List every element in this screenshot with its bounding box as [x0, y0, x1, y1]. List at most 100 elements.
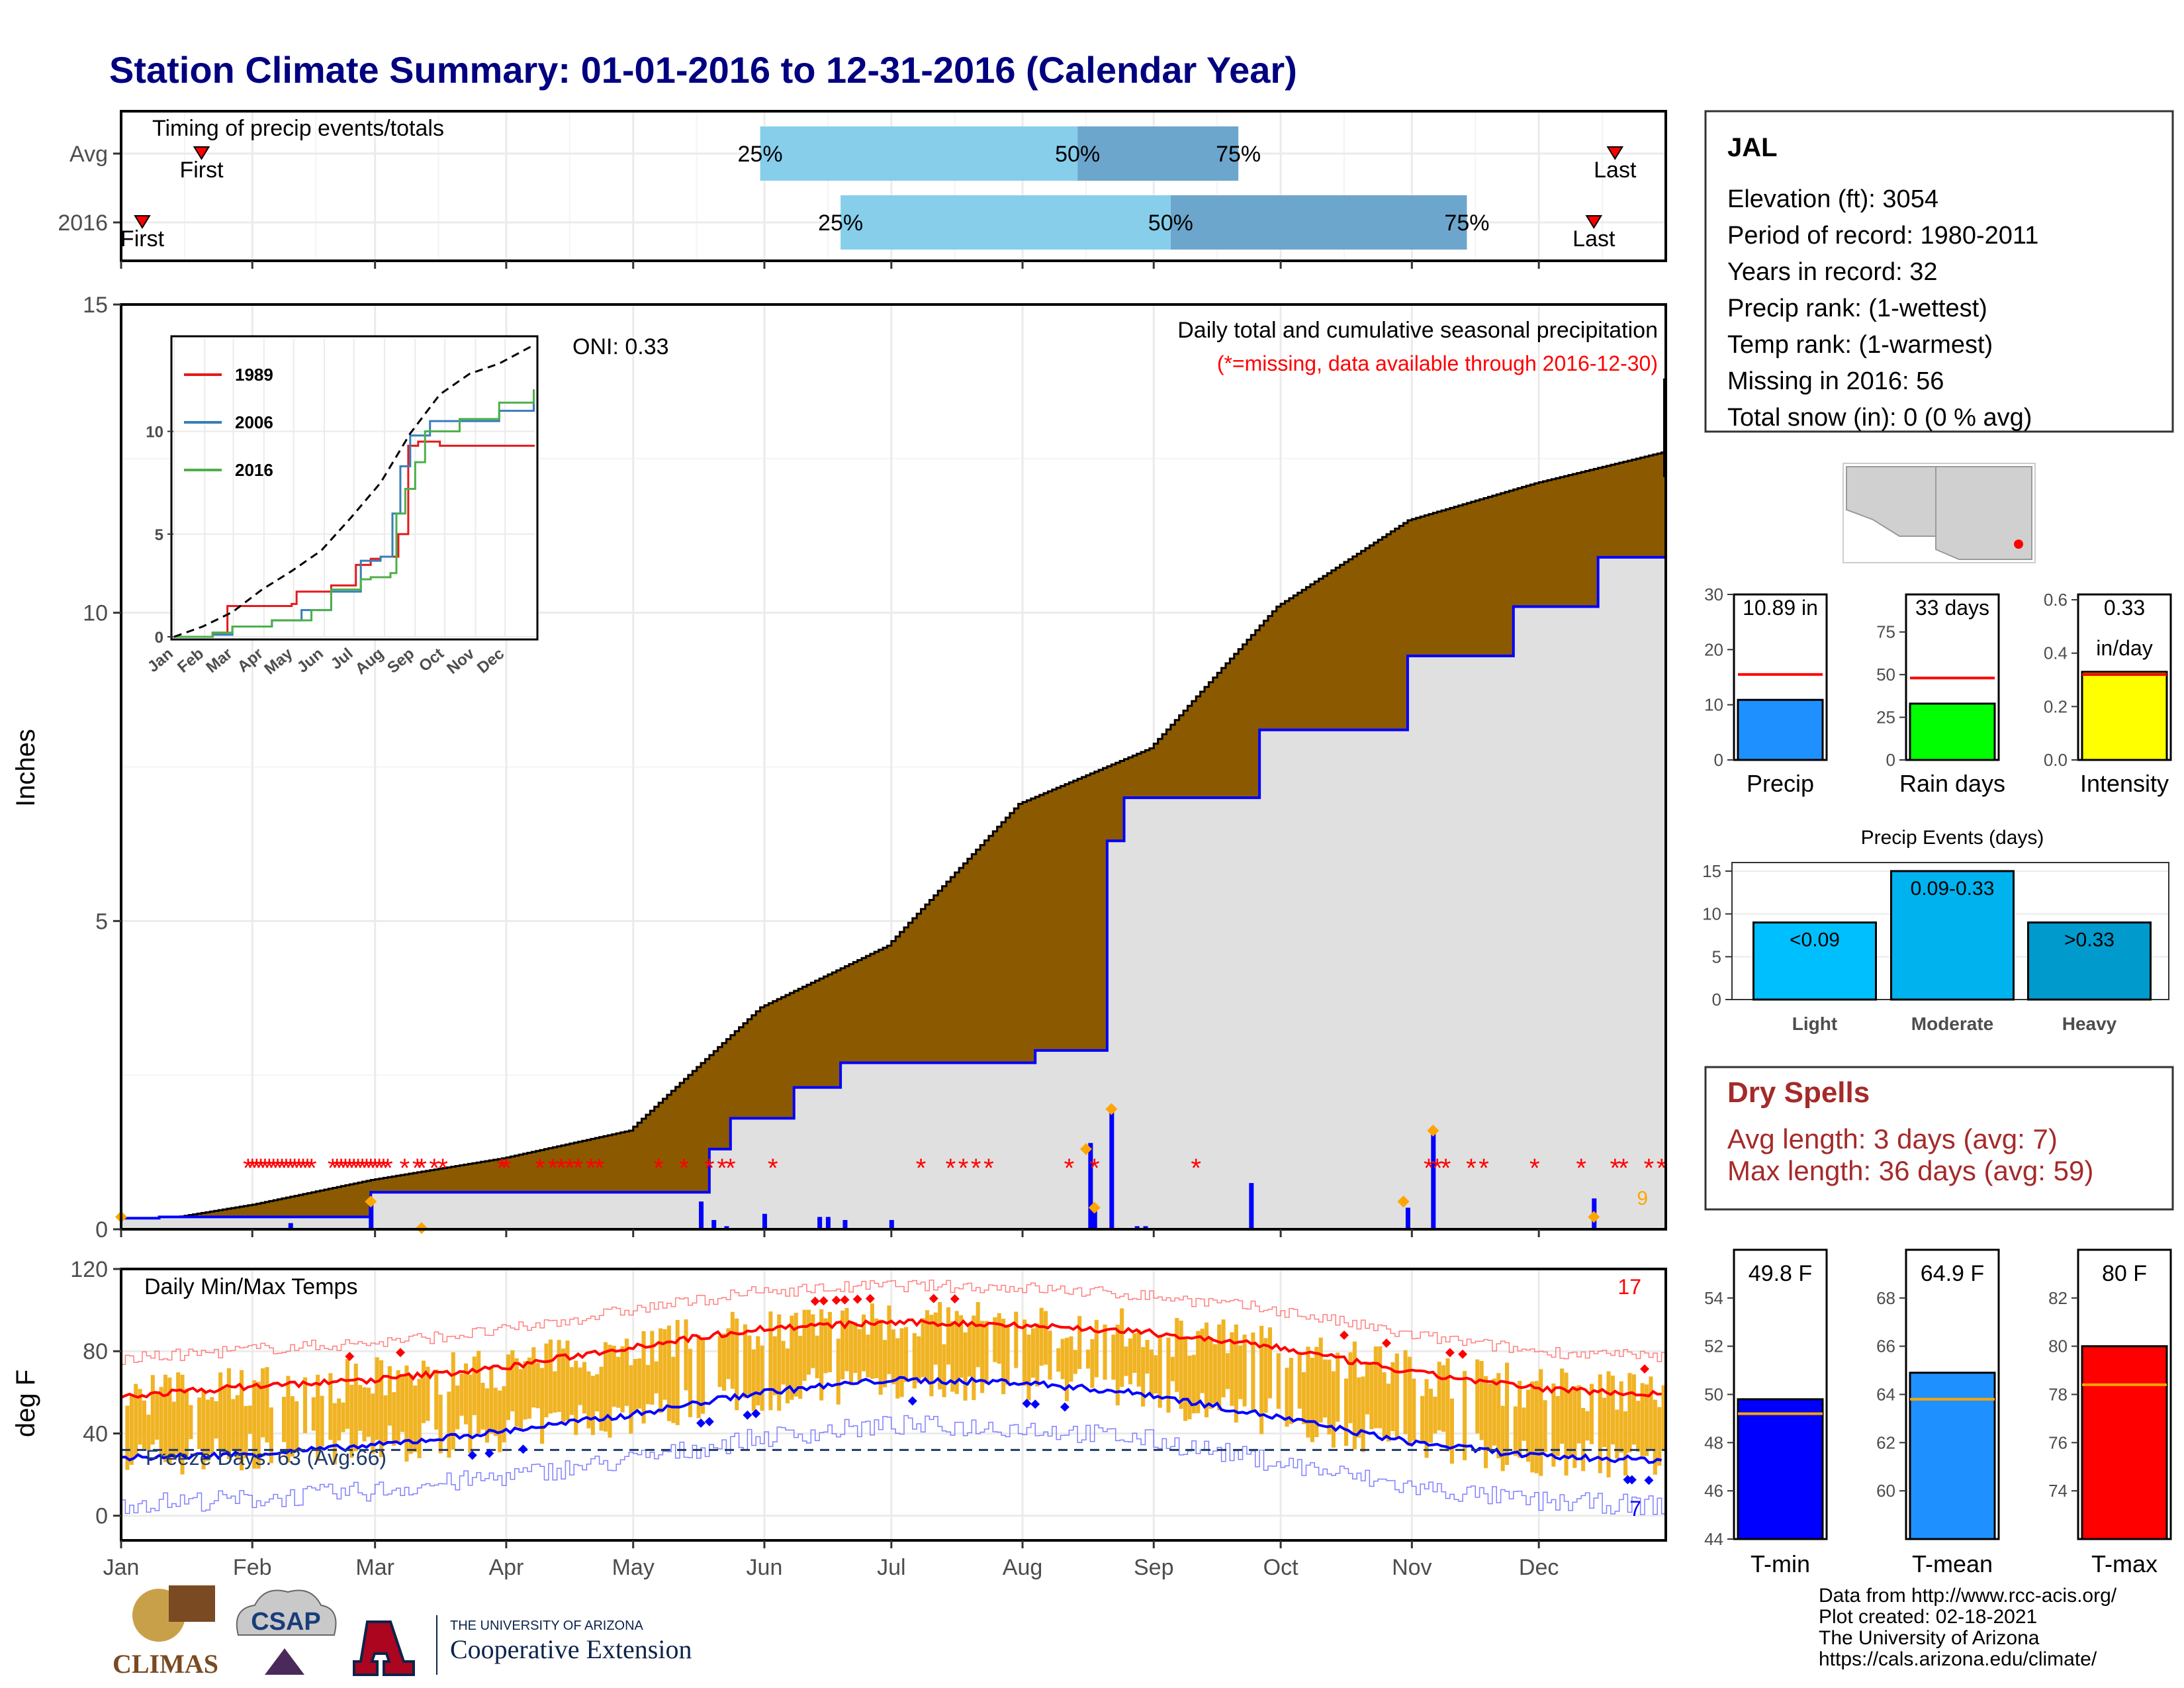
precip-count-label: 9	[1637, 1188, 1648, 1209]
daily-temp-bar	[477, 1350, 481, 1434]
daily-temp-bar	[1525, 1389, 1531, 1462]
timing-last-label: Last	[1572, 226, 1615, 252]
daily-temp-bar	[125, 1405, 130, 1470]
daily-temp-bar	[142, 1400, 147, 1449]
missing-data-marker: *	[306, 1154, 317, 1183]
daily-temp-bar	[1030, 1328, 1035, 1378]
daily-temp-bar	[972, 1315, 976, 1400]
daily-temp-bar	[286, 1376, 291, 1463]
daily-temp-bar	[261, 1368, 265, 1438]
daily-temp-bar	[878, 1319, 883, 1395]
daily-temp-bar	[1437, 1362, 1441, 1430]
record-high-marker	[950, 1294, 960, 1304]
month-tick-label: Dec	[1519, 1555, 1559, 1580]
daily-temp-bar	[387, 1366, 392, 1426]
missing-data-marker: *	[556, 1154, 567, 1183]
daily-temp-bar	[332, 1403, 337, 1465]
oni-label: ONI: 0.33	[572, 334, 669, 359]
inset-month-label: Dec	[474, 645, 508, 677]
events-bar	[1752, 921, 1877, 1001]
daily-temp-bar	[1661, 1385, 1666, 1450]
daily-temp-bar	[785, 1348, 790, 1403]
daily-temp-bar	[1048, 1331, 1052, 1380]
temp-chart-ytick-label: 44	[1704, 1529, 1723, 1549]
daily-temp-bar	[146, 1415, 151, 1450]
inset-series-line-2016	[174, 389, 535, 638]
events-ytick-label: 0	[1712, 990, 1721, 1009]
daily-temp-bar	[1606, 1371, 1611, 1477]
daily-temp-bar	[1208, 1337, 1213, 1409]
missing-data-marker: *	[1191, 1154, 1201, 1183]
temperature-bar-charts: 49.8 F 44 46 48 50 52 54 T-min 64.9 F 60 62 64 66 68 T…	[1704, 1248, 2172, 1577]
daily-temp-bar	[514, 1358, 519, 1427]
daily-temp-bar	[328, 1373, 333, 1440]
missing-data-marker: *	[294, 1154, 304, 1183]
daily-temp-bar	[489, 1366, 494, 1434]
missing-data-marker: *	[361, 1154, 372, 1183]
daily-temp-bar	[844, 1307, 849, 1372]
daily-temp-bar	[1365, 1363, 1370, 1415]
daily-temp-bar	[1196, 1331, 1201, 1413]
new-mexico-shape	[1935, 466, 2032, 560]
missing-data-marker: *	[1479, 1154, 1489, 1183]
inset-month-label: Nov	[443, 644, 478, 677]
missing-data-marker: *	[345, 1154, 355, 1183]
daily-temp-bar	[256, 1382, 261, 1469]
daily-precip-bar	[288, 1223, 293, 1229]
mini-chart-bar	[1737, 698, 1824, 761]
missing-data-marker: *	[586, 1154, 596, 1183]
daily-temp-bar	[1145, 1340, 1150, 1374]
mini-chart-bar	[2081, 671, 2168, 761]
daily-temp-bar	[959, 1315, 964, 1378]
daily-temp-bar	[862, 1314, 866, 1372]
daily-temp-bar	[1496, 1373, 1501, 1459]
daily-temp-bar	[244, 1405, 248, 1458]
daily-temp-bar	[383, 1395, 388, 1445]
daily-temp-bar	[802, 1309, 807, 1382]
daily-temp-bar	[806, 1309, 811, 1375]
missing-data-marker: *	[1610, 1154, 1620, 1183]
inset-month-label: Jul	[328, 645, 357, 673]
inset-month-label: May	[261, 644, 296, 678]
daily-temp-bar	[895, 1338, 900, 1399]
daily-temp-bar	[408, 1374, 413, 1454]
missing-data-marker: *	[289, 1154, 300, 1183]
daily-temp-bar	[1412, 1378, 1416, 1441]
daily-temp-bar	[1576, 1385, 1581, 1444]
temp-chart-value-label: 64.9 F	[1921, 1261, 1984, 1286]
daily-temp-bar	[150, 1375, 155, 1445]
mini-chart-ytick-label: 0	[1886, 750, 1895, 770]
timing-last-label: Last	[1594, 158, 1637, 183]
timing-q25-label: 25%	[738, 142, 783, 167]
missing-data-marker: *	[768, 1154, 778, 1183]
record-low-marker	[484, 1448, 494, 1458]
daily-precip-bar	[369, 1204, 374, 1229]
temp-chart-ytick-label: 46	[1704, 1481, 1723, 1501]
daily-temp-bar	[1276, 1353, 1281, 1409]
daily-temp-bar	[921, 1318, 925, 1378]
daily-temp-bar	[1623, 1411, 1628, 1476]
missing-data-marker: *	[565, 1154, 575, 1183]
daily-temp-bar	[1044, 1311, 1048, 1365]
daily-temp-bar	[950, 1321, 955, 1392]
climas-logo-block	[169, 1585, 215, 1622]
daily-temp-bar	[455, 1385, 460, 1430]
daily-temp-bar	[1085, 1349, 1091, 1369]
daily-precip-diamond	[1079, 1143, 1092, 1155]
inset-month-label: Apr	[234, 645, 267, 676]
temp-chart-value-label: 49.8 F	[1749, 1261, 1812, 1286]
station-location-marker	[2014, 539, 2023, 549]
daily-precip-bar	[842, 1220, 848, 1229]
daily-temp-bar	[413, 1385, 418, 1452]
missing-data-marker: *	[547, 1154, 558, 1183]
daily-temp-bar	[1378, 1346, 1383, 1429]
daily-temp-bar	[1653, 1399, 1657, 1475]
timing-title: Timing of precip events/totals	[152, 116, 444, 141]
daily-temp-bar	[353, 1363, 358, 1452]
temp-chart-label: T-mean	[1912, 1550, 1993, 1577]
inset-ytick-label: 5	[155, 526, 163, 544]
record-high-marker	[819, 1296, 829, 1306]
record-high-marker	[840, 1295, 850, 1305]
daily-temp-bar	[857, 1329, 862, 1383]
inset-legend-label: 1989	[235, 365, 273, 385]
